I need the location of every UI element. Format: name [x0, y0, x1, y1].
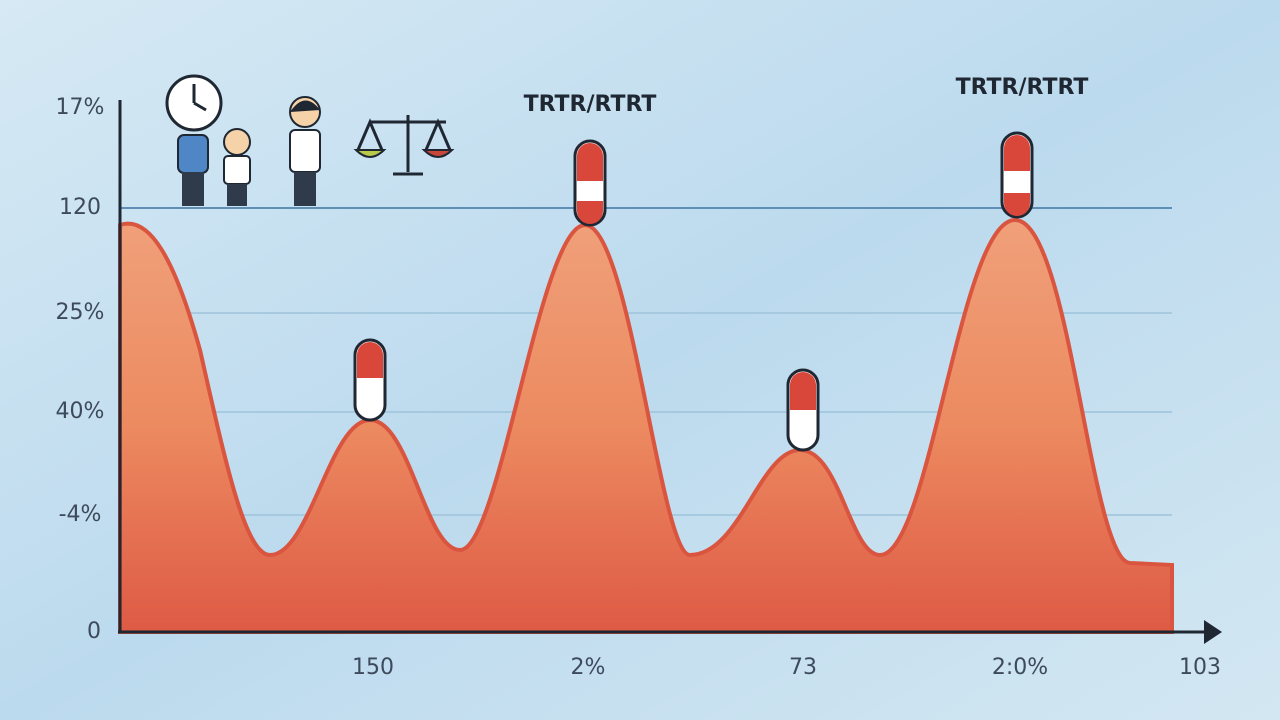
- y-tick-label: 120: [59, 195, 101, 220]
- x-tick-label: 103: [1179, 655, 1221, 680]
- x-tick-label: 73: [789, 655, 817, 680]
- icons: [165, 74, 455, 206]
- pill: [1000, 131, 1034, 219]
- y-tick-label: 25%: [56, 300, 105, 325]
- pill: [353, 338, 387, 422]
- axis-arrow: [1204, 620, 1222, 644]
- annotation: TRTR/RTRT: [524, 92, 657, 117]
- x-tick-label: 150: [352, 655, 394, 680]
- area-curve: [118, 217, 1174, 634]
- y-axis-labels: 17% 120 25% 40% -4% 0: [56, 95, 105, 644]
- x-axis-labels: 150 2% 73 2:0% 103: [352, 655, 1221, 680]
- y-tick-label: 0: [87, 619, 101, 644]
- pill: [573, 139, 607, 227]
- child-icon: [223, 128, 251, 156]
- y-tick-label: 40%: [56, 399, 105, 424]
- person-icon: [177, 134, 209, 174]
- x-tick-label: 2:0%: [992, 655, 1048, 680]
- y-tick-label: -4%: [59, 502, 102, 527]
- x-tick-label: 2%: [571, 655, 606, 680]
- annotation: TRTR/RTRT: [956, 75, 1089, 100]
- pills: [353, 131, 1034, 452]
- pill: [786, 368, 820, 452]
- y-tick-label: 17%: [56, 95, 105, 120]
- scale-icon: [356, 115, 452, 176]
